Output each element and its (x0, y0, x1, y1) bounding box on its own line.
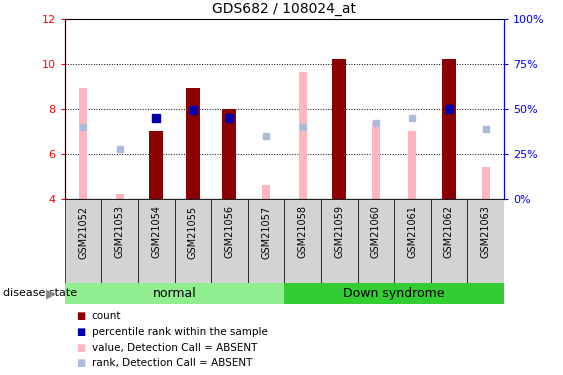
Bar (321, 199, 358, 283)
Bar (65, 199, 101, 283)
Text: GSM21059: GSM21059 (334, 206, 344, 258)
Bar (115, 194, 124, 199)
Bar (222, 109, 236, 199)
Text: ■: ■ (76, 327, 85, 337)
Bar (467, 199, 504, 283)
Text: GSM21060: GSM21060 (371, 206, 381, 258)
Text: value, Detection Call = ABSENT: value, Detection Call = ABSENT (92, 343, 257, 352)
Bar (408, 131, 417, 199)
Text: GSM21052: GSM21052 (78, 206, 88, 259)
Bar (431, 199, 467, 283)
Text: disease state: disease state (3, 288, 77, 298)
Text: GSM21062: GSM21062 (444, 206, 454, 258)
Bar (481, 167, 490, 199)
Bar (332, 59, 346, 199)
Text: GSM21061: GSM21061 (408, 206, 417, 258)
Text: GSM21056: GSM21056 (225, 206, 234, 258)
Bar (358, 199, 394, 283)
Text: GSM21053: GSM21053 (115, 206, 124, 258)
Bar (442, 59, 456, 199)
Text: GSM21054: GSM21054 (151, 206, 161, 258)
Bar (262, 185, 270, 199)
Bar (211, 199, 248, 283)
Bar (149, 131, 163, 199)
Bar (394, 199, 431, 283)
Bar (186, 88, 200, 199)
Bar (284, 283, 504, 304)
Bar (298, 72, 307, 199)
Bar (175, 199, 211, 283)
Bar (284, 199, 321, 283)
Text: ■: ■ (76, 343, 85, 352)
Text: ▶: ▶ (46, 287, 55, 300)
Bar (79, 88, 87, 199)
Text: ■: ■ (76, 311, 85, 321)
Text: ■: ■ (76, 358, 85, 368)
Bar (101, 199, 138, 283)
Text: count: count (92, 311, 121, 321)
Text: GSM21058: GSM21058 (298, 206, 307, 258)
Title: GDS682 / 108024_at: GDS682 / 108024_at (212, 2, 356, 16)
Text: Down syndrome: Down syndrome (343, 287, 445, 300)
Text: GSM21055: GSM21055 (188, 206, 198, 259)
Bar (372, 122, 380, 199)
Bar (248, 199, 284, 283)
Text: normal: normal (153, 287, 196, 300)
Text: GSM21063: GSM21063 (481, 206, 490, 258)
Bar (65, 283, 284, 304)
Text: rank, Detection Call = ABSENT: rank, Detection Call = ABSENT (92, 358, 252, 368)
Text: percentile rank within the sample: percentile rank within the sample (92, 327, 267, 337)
Text: GSM21057: GSM21057 (261, 206, 271, 259)
Bar (138, 199, 175, 283)
